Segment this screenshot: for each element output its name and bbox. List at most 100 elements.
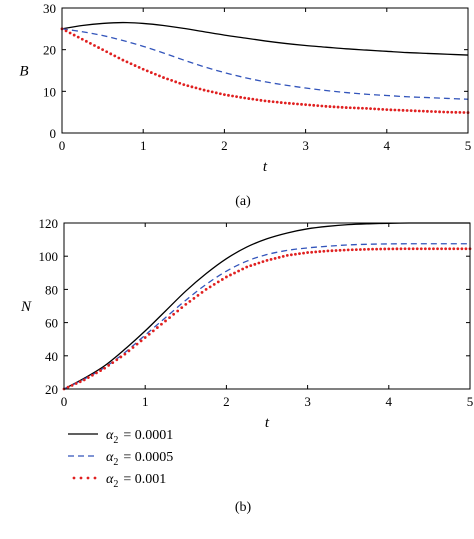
chart-a-point (109, 52, 113, 56)
chart-a-point (255, 98, 259, 102)
chart-b-point (220, 278, 224, 281)
chart-a-point (320, 104, 324, 108)
chart-b-point (86, 376, 90, 379)
chart-a-point (145, 69, 149, 73)
chart-b-point (436, 247, 439, 251)
caption-b: (b) (235, 500, 252, 515)
chart-a-point (336, 105, 340, 109)
chart-a-x-tick-label: 1 (140, 138, 147, 153)
chart-a-point (401, 108, 405, 112)
chart-b-point (164, 319, 167, 323)
chart-b-point (432, 247, 435, 251)
chart-a-point (389, 108, 393, 112)
chart-b-point (298, 252, 301, 256)
chart-a-point (174, 80, 178, 84)
chart-b-point (253, 262, 257, 266)
chart-a-point (332, 105, 336, 109)
chart-b-point (200, 290, 204, 294)
chart-a-point (190, 85, 194, 89)
chart-a-point (84, 39, 88, 43)
chart-b-point (314, 250, 318, 254)
chart-a-point (206, 89, 210, 93)
chart-a-y-tick-label: 10 (43, 84, 56, 99)
chart-b-point (139, 339, 143, 343)
chart-b-point (285, 253, 289, 257)
chart-a-y-tick-label: 0 (50, 126, 57, 141)
chart-a-point (227, 93, 230, 97)
chart-a-point (421, 109, 425, 113)
chart-b-point (448, 247, 452, 251)
chart-a-point (438, 110, 441, 114)
chart-b-point (326, 249, 330, 253)
legend-swatch-dot (72, 476, 76, 480)
chart-a-point (417, 109, 421, 113)
chart-a-point (344, 106, 348, 109)
chart-b-point (225, 275, 228, 279)
chart-a-point (158, 74, 161, 78)
chart-b-point (115, 358, 119, 362)
chart-b-y-axis-label: N (20, 299, 32, 315)
chart-b-point (160, 322, 163, 326)
chart-a-point (64, 29, 68, 33)
chart-b-x-tick-label: 1 (142, 394, 149, 409)
chart-a-point (182, 83, 186, 87)
chart-a-point (393, 108, 397, 112)
chart-a-point (275, 100, 279, 104)
chart-a-point (247, 97, 251, 100)
chart-a-point (101, 48, 104, 52)
chart-a-series-2 (61, 28, 469, 100)
legend-item-3: α2 = 0.001 (72, 472, 166, 490)
chart-b-point (180, 306, 184, 310)
chart-a-point (308, 103, 312, 107)
legend-label: α2 = 0.001 (106, 472, 166, 490)
chart-b-point (440, 247, 443, 251)
chart-a-point (352, 106, 356, 110)
chart-b-point (212, 283, 216, 286)
chart-a-y-axis-label: B (19, 64, 28, 80)
chart-b-point (119, 355, 123, 359)
chart-b-point (107, 364, 111, 367)
chart-a-point (214, 91, 218, 95)
chart-a-point (76, 35, 80, 39)
legend-item-1: α2 = 0.0001 (68, 428, 173, 446)
chart-a-point (462, 111, 466, 114)
chart-b-point (176, 309, 180, 313)
chart-a-y-tick-label: 30 (43, 1, 56, 16)
chart-a-point (458, 111, 462, 114)
legend-label: α2 = 0.0005 (106, 450, 173, 468)
chart-a-point (263, 99, 267, 103)
chart-b-point (172, 312, 176, 316)
chart-b-point (371, 247, 374, 251)
chart-b-point (334, 249, 338, 252)
chart-b-point (460, 247, 464, 251)
chart-b-point (338, 248, 342, 252)
chart-a-point (141, 67, 145, 71)
chart-b-point (342, 248, 346, 252)
chart-b-point (265, 258, 269, 262)
chart-b-point (419, 247, 423, 251)
chart-b-point (399, 247, 403, 251)
chart-b-point (428, 247, 431, 251)
chart-a-point (381, 108, 385, 111)
chart-b-y-tick-label: 20 (45, 382, 58, 397)
chart-a-point (166, 77, 169, 81)
chart-a-point (287, 101, 291, 105)
chart-a-point (316, 104, 320, 108)
chart-a-point (89, 42, 92, 45)
chart-a-point (105, 50, 109, 54)
chart-b-point (74, 382, 78, 385)
chart-a-point (129, 62, 133, 66)
chart-b-point (99, 369, 102, 372)
chart-b-point (188, 299, 192, 303)
chart-a-point (72, 33, 76, 37)
chart-a-point (198, 87, 202, 91)
chart-b-point (82, 378, 86, 382)
chart-a-point (194, 86, 198, 90)
chart-b-point (306, 251, 309, 254)
chart-b-point (415, 247, 419, 251)
chart-a-point (397, 108, 401, 112)
chart-a-point (267, 99, 271, 103)
chart-b-point (196, 293, 200, 297)
chart-a-point (210, 90, 214, 94)
legend-item-2: α2 = 0.0005 (68, 450, 173, 468)
